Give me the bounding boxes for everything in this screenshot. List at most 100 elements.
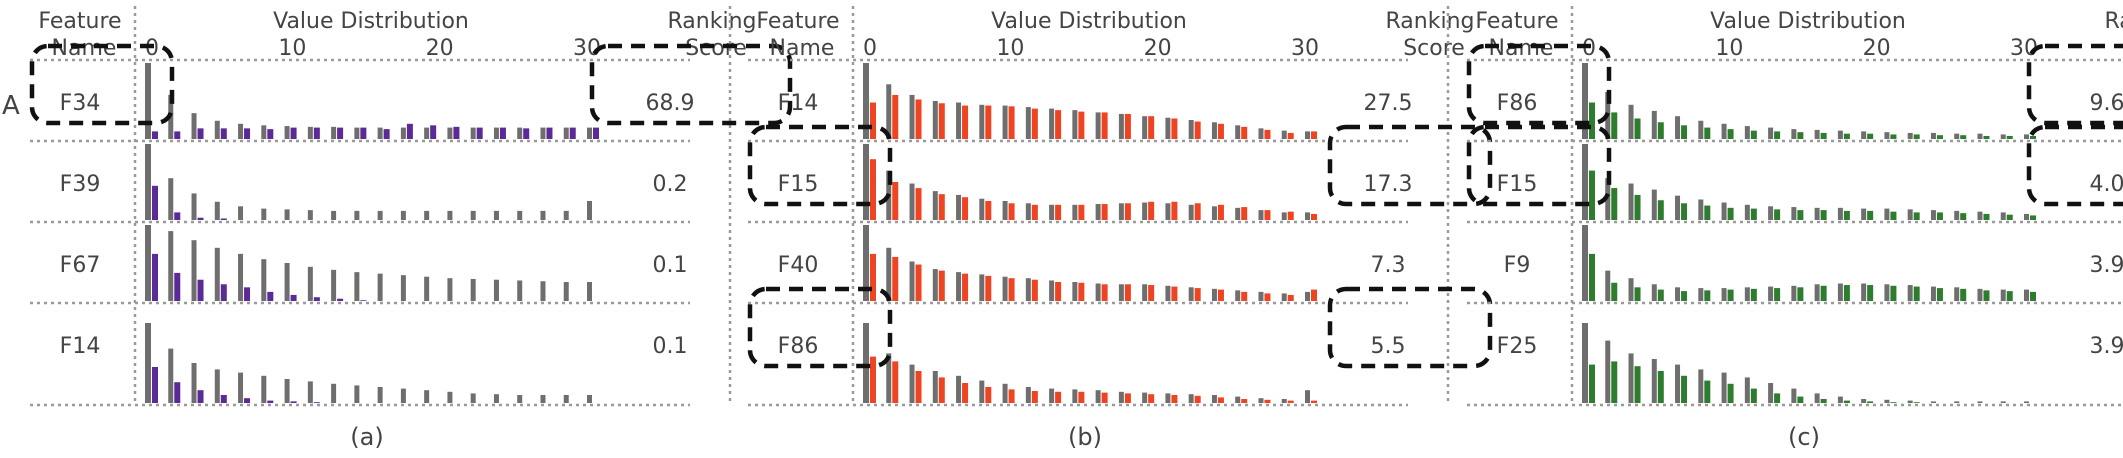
accent-bar [1589,170,1595,220]
gray-bar [493,127,499,139]
gray-bar [1072,389,1078,403]
accent-bar [2030,291,2036,301]
gray-bar [563,127,569,139]
gray-bar [1675,116,1681,139]
accent-bar [244,398,251,403]
gray-bar [191,113,197,139]
accent-bar [938,377,945,403]
gray-bar [470,127,476,139]
accent-bar [1311,400,1317,403]
gray-bar [1675,364,1681,403]
accent-bar [1960,288,1967,301]
accent-bar [1589,102,1595,139]
gray-bar [1977,133,1983,139]
accent-bar [1171,286,1178,301]
gray-bar [1930,401,1936,403]
gray-bar [863,63,869,139]
gray-bar [1954,287,1960,301]
gray-bar [1049,204,1055,220]
accent-bar [197,128,204,139]
header-value-distribution: Value Distribution [273,9,469,34]
gray-bar [424,210,430,220]
gray-bar [400,275,406,301]
gray-bar [191,193,197,220]
accent-bar [1727,289,1734,301]
gray-bar [1907,209,1913,220]
accent-bar [1727,129,1734,139]
gray-bar [354,272,360,301]
gray-bar [2000,289,2006,301]
gray-bar [863,323,869,403]
gray-bar [932,191,938,220]
gray-bar [1721,202,1727,220]
feature-name: F86 [1497,91,1538,116]
gray-bar [886,247,892,301]
accent-bar [1634,194,1641,220]
gray-bar [238,372,244,403]
gray-bar [238,253,244,301]
highlight-box-score [589,43,793,126]
gray-bar [2000,212,2006,220]
accent-bar [1101,284,1108,301]
gray-bar [354,385,360,403]
gray-bar [447,210,453,220]
gray-bar [331,210,337,220]
gray-bar [145,225,151,301]
gray-bar [1211,206,1217,220]
accent-bar [985,387,992,403]
feature-name: F39 [60,172,101,197]
gray-bar [1861,208,1867,220]
accent-bar [337,298,344,301]
highlight-box-feature [1466,43,1612,126]
ranking-score: 0.2 [653,172,688,197]
accent-bar [267,129,274,139]
gray-bar [493,279,499,301]
accent-bar [1704,380,1711,403]
header-ranking-label: Ranking [1386,9,1475,34]
gray-bar [1235,125,1241,139]
accent-bar [1194,203,1201,220]
header-feature-label: Feature [1475,9,1558,34]
accent-bar [985,275,992,301]
accent-bar [1797,132,1804,139]
gray-bar [1582,63,1588,139]
gray-bar [563,210,569,220]
gray-bar [979,104,985,139]
accent-bar [593,127,599,139]
accent-bar [313,402,320,403]
accent-bar [1264,293,1271,301]
accent-bar [1217,204,1224,220]
accent-bar [220,218,227,220]
gray-bar [168,178,174,220]
gray-bar [1258,210,1264,220]
header-feature-label: Feature [756,9,839,34]
gray-bar [214,247,220,301]
ranking-score: 4.0 [2090,172,2123,197]
accent-bar [1634,118,1641,139]
accent-bar [1983,290,1990,301]
accent-bar [1217,123,1224,139]
accent-bar [1657,200,1664,220]
accent-bar [152,131,158,139]
accent-bar [197,390,204,403]
gray-bar [1721,123,1727,139]
gray-bar [493,210,499,220]
gray-bar [1582,225,1588,301]
accent-bar [1241,207,1248,220]
header-value-distribution: Value Distribution [991,9,1187,34]
gray-bar [1628,278,1634,301]
accent-bar [1774,131,1781,139]
accent-bar [962,197,969,220]
gray-bar [1165,285,1171,301]
gray-bar [447,127,453,139]
accent-bar [1750,388,1757,403]
accent-bar [1194,288,1201,301]
gray-bar [1072,282,1078,301]
gray-bar [1861,131,1867,139]
gray-bar [354,210,360,220]
accent-bar [1031,279,1038,301]
accent-bar [1124,393,1131,403]
feature-name: F9 [1504,253,1531,278]
accent-bar [1727,383,1734,403]
accent-bar [2030,135,2036,139]
